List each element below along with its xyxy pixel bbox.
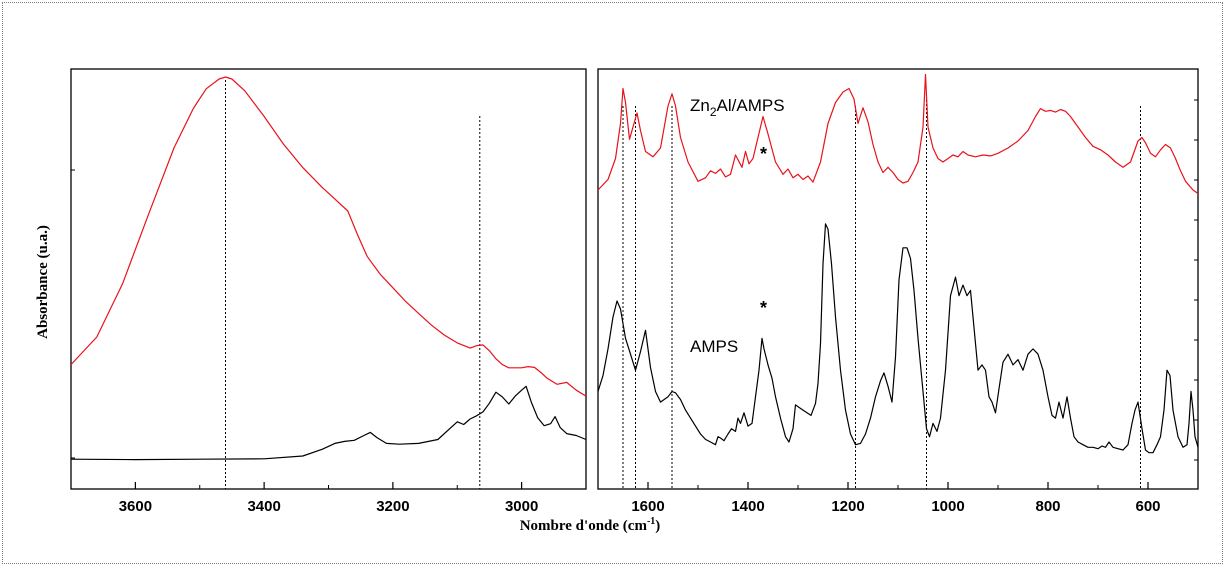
left-series-black-line xyxy=(70,385,587,461)
right-x-tick-label: 1400 xyxy=(731,498,764,515)
left-x-ticks: 3600 3400 3200 3000 xyxy=(70,482,587,515)
right-series-amps-line xyxy=(597,223,1199,454)
right-series-zn2al-amps-line xyxy=(597,73,1199,194)
left-y-ticks xyxy=(71,169,75,459)
left-x-tick-label: 3400 xyxy=(247,498,280,515)
left-x-tick-label: 3200 xyxy=(376,498,409,515)
label-amps: AMPS xyxy=(690,337,738,356)
left-x-tick-label: 3600 xyxy=(119,498,152,515)
left-plot-frame xyxy=(70,68,587,490)
asterisk-zn2al-amps: * xyxy=(760,144,767,164)
x-axis-title: Nombre d'onde (cm-1) xyxy=(520,516,661,534)
label-zn2al-amps: Zn2Al/AMPS xyxy=(690,96,785,119)
left-reference-lines xyxy=(225,80,481,489)
right-x-tick-label: 600 xyxy=(1135,498,1160,515)
left-x-tick-label: 3000 xyxy=(505,498,538,515)
right-x-ticks: 1600 1400 1200 1000 800 600 xyxy=(597,482,1199,515)
right-panel: 1600 1400 1200 1000 800 600 Zn2Al/AMPS * AMPS… xyxy=(597,68,1199,515)
right-x-tick-label: 1600 xyxy=(631,498,664,515)
right-x-tick-label: 800 xyxy=(1035,498,1060,515)
asterisk-amps: * xyxy=(760,298,767,318)
right-y-ticks xyxy=(1194,99,1198,461)
right-reference-lines xyxy=(622,100,1141,489)
left-series-red-line xyxy=(70,76,587,397)
y-axis-title: Absorbance (u.a.) xyxy=(35,225,51,339)
left-panel: 3600 3400 3200 3000 xyxy=(70,68,587,515)
right-series-group xyxy=(597,73,1199,454)
right-x-tick-label: 1000 xyxy=(931,498,964,515)
right-x-tick-label: 1200 xyxy=(831,498,864,515)
right-plot-frame xyxy=(597,68,1199,490)
left-series-group xyxy=(70,76,587,461)
